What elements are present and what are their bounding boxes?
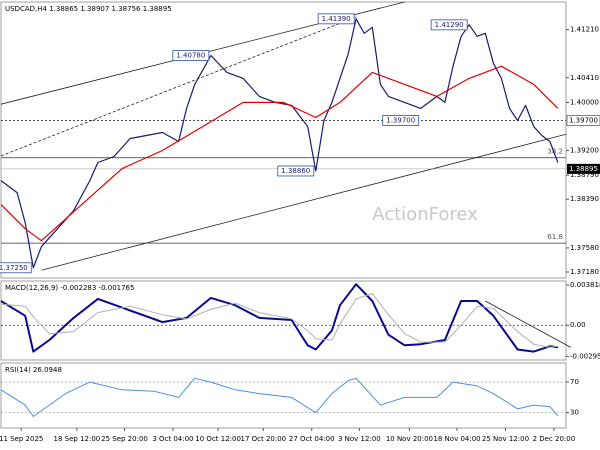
trend-line bbox=[0, 16, 357, 157]
y-tick-label: 0.003818 bbox=[570, 281, 600, 289]
y-tick-label: 30 bbox=[570, 409, 579, 417]
annotation-box bbox=[317, 13, 355, 25]
annotation-label: 1.40780 bbox=[176, 52, 205, 60]
y-tick-label: 1.41210 bbox=[570, 26, 599, 34]
x-tick-label: 25 Sep 20:00 bbox=[101, 435, 148, 443]
x-tick-label: 18 Sep 12:00 bbox=[54, 435, 101, 443]
trend-line bbox=[41, 133, 567, 271]
last-price-box bbox=[567, 163, 600, 174]
series-line bbox=[0, 283, 559, 353]
annotation-box bbox=[277, 165, 315, 177]
y-tick-label: 1.37580 bbox=[570, 244, 599, 252]
y-tick-label: 1.38790 bbox=[570, 171, 599, 179]
x-tick-label: 18 Nov 04:00 bbox=[433, 435, 480, 443]
panel-frame bbox=[0, 362, 567, 429]
annotation-label: 1.41390 bbox=[322, 15, 351, 23]
annotation-box bbox=[382, 115, 420, 126]
fib-label: 38.2 bbox=[547, 148, 563, 156]
annotation-box bbox=[172, 50, 210, 61]
series-line bbox=[0, 65, 559, 242]
annotation-box bbox=[0, 262, 32, 274]
annotation-label: 1.39700 bbox=[386, 116, 415, 124]
x-tick-label: 3 Oct 04:00 bbox=[152, 435, 193, 443]
level-label-box bbox=[566, 115, 600, 126]
y-tick-label: 1.37180 bbox=[570, 268, 599, 276]
y-tick-label: 0.00 bbox=[570, 321, 586, 329]
x-tick-label: 11 Sep 2025 bbox=[0, 435, 43, 443]
panel-frame bbox=[0, 280, 567, 361]
y-tick-label: 1.40000 bbox=[570, 98, 599, 106]
watermark: ActionForex bbox=[372, 204, 478, 225]
panel-title: MACD(12,26,9) -0.002283 -0.001765 bbox=[5, 284, 134, 292]
y-tick-label: -0.002957 bbox=[570, 352, 600, 360]
panel-frame bbox=[0, 1, 567, 279]
series-line bbox=[0, 377, 559, 417]
y-tick-label: 1.40410 bbox=[570, 74, 599, 82]
x-tick-label: 2 Dec 20:00 bbox=[533, 435, 576, 443]
x-tick-label: 27 Oct 04:00 bbox=[289, 435, 335, 443]
panel-title: RSI(14) 26.0948 bbox=[5, 366, 62, 374]
y-tick-label: 1.38390 bbox=[570, 195, 599, 203]
panel-title: USDCAD,H4 1.38865 1.38907 1.38756 1.3889… bbox=[5, 5, 172, 13]
series-line bbox=[0, 18, 559, 269]
annotation-label: 1.38860 bbox=[281, 167, 310, 175]
x-tick-label: 10 Oct 12:00 bbox=[195, 435, 241, 443]
x-tick-label: 3 Nov 12:00 bbox=[338, 435, 381, 443]
annotation-label: 1.37250 bbox=[0, 264, 28, 272]
fib-label: 61.8 bbox=[547, 233, 563, 241]
last-price-label: 1.38895 bbox=[569, 165, 598, 173]
x-tick-label: 25 Nov 12:00 bbox=[482, 435, 529, 443]
x-tick-label: 10 Nov 20:00 bbox=[386, 435, 433, 443]
trend-line bbox=[485, 300, 571, 348]
level-label: 1.39700 bbox=[569, 116, 598, 124]
y-tick-label: 1.39200 bbox=[570, 147, 599, 155]
x-tick-label: 17 Oct 20:00 bbox=[241, 435, 287, 443]
y-tick-label: 70 bbox=[570, 378, 579, 386]
annotation-box bbox=[430, 19, 468, 31]
series-line bbox=[0, 293, 558, 348]
annotation-label: 1.41290 bbox=[435, 21, 464, 29]
